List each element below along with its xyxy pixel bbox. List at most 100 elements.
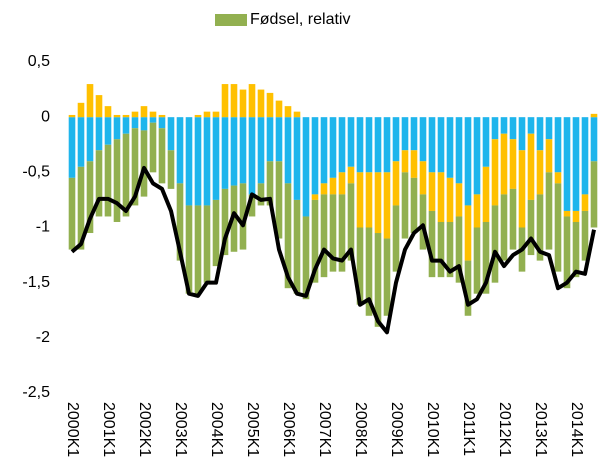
bar-segment: [158, 114, 166, 118]
bar-segment: [230, 84, 238, 118]
bar-segment: [86, 117, 94, 162]
bar-segment: [140, 117, 148, 131]
x-tick-label: 2000K1: [64, 402, 81, 457]
bar-segment: [482, 117, 490, 167]
bar-segment: [482, 221, 490, 294]
bar-segment: [257, 117, 265, 184]
bar-segment: [140, 106, 148, 118]
x-tick-label: 2013K1: [532, 402, 549, 457]
bar-segment: [581, 194, 589, 211]
bar-segment: [311, 117, 319, 195]
bar-segment: [446, 177, 454, 222]
bar-segment: [239, 89, 247, 118]
bar-segment: [536, 194, 544, 261]
bar-segment: [491, 117, 499, 140]
bar-segment: [284, 183, 292, 289]
bar-segment: [383, 172, 391, 239]
x-tick-label: 2005K1: [244, 402, 261, 457]
bar-segment: [131, 128, 139, 206]
bar-segment: [554, 183, 562, 272]
bar-segment: [437, 117, 445, 173]
bar-segment: [212, 111, 220, 118]
bar-segment: [203, 111, 211, 118]
bar-segment: [428, 210, 436, 278]
bar-segment: [401, 150, 409, 173]
bar-segment: [95, 95, 103, 118]
bar-segment: [221, 188, 229, 256]
bar-segment: [401, 117, 409, 151]
bar-segment: [491, 139, 499, 206]
y-tick-label: 0: [41, 108, 50, 125]
bar-segment: [311, 194, 319, 200]
bar-segment: [554, 117, 562, 173]
bar-segment: [329, 194, 337, 272]
bar-segment: [473, 117, 481, 195]
bar-segment: [185, 205, 193, 294]
bar-segment: [410, 177, 418, 234]
bar-segment: [194, 117, 202, 206]
bar-segment: [104, 117, 112, 145]
bar-segment: [302, 117, 310, 217]
bar-segment: [122, 114, 130, 118]
bar-segment: [356, 117, 364, 173]
bar-segment: [95, 117, 103, 151]
bar-segment: [104, 144, 112, 217]
bar-segment: [284, 117, 292, 184]
bar-segment: [248, 117, 256, 195]
bar-segment: [329, 177, 337, 195]
bar-segment: [572, 221, 580, 278]
x-tick-label: 2011K1: [460, 402, 477, 456]
bar-segment: [590, 113, 598, 118]
bar-segment: [212, 117, 220, 200]
bar-segment: [266, 92, 274, 118]
bar-segment: [383, 238, 391, 316]
bar-segment: [563, 117, 571, 211]
bar-segment: [275, 161, 283, 239]
bar-segment: [347, 166, 355, 184]
x-tick-label: 2003K1: [172, 402, 189, 457]
bar-segment: [239, 117, 247, 184]
bar-segment: [401, 172, 409, 239]
bar-segment: [311, 199, 319, 283]
bar-segment: [437, 172, 445, 222]
bar-segment: [167, 150, 175, 189]
bar-segment: [248, 194, 256, 217]
bar-segment: [527, 199, 535, 256]
bar-segment: [545, 117, 553, 140]
x-tick-label: 2009K1: [388, 402, 405, 457]
bar-segment: [77, 117, 85, 167]
bar-segment: [131, 117, 139, 129]
bar-segment: [500, 117, 508, 134]
bar-segment: [464, 117, 472, 206]
bar-segment: [518, 117, 526, 151]
bar-segment: [122, 117, 130, 134]
bar-segment: [293, 199, 301, 294]
bar-segment: [203, 205, 211, 283]
x-tick-label: 2014K1: [568, 402, 585, 457]
x-tick-label: 2001K1: [100, 402, 117, 457]
bar-segment: [320, 117, 328, 184]
bar-segment: [482, 166, 490, 222]
bar-segment: [257, 183, 265, 206]
bar-segment: [527, 117, 535, 134]
bar-segment: [230, 117, 238, 186]
bar-segment: [509, 117, 517, 140]
bar-segment: [275, 100, 283, 118]
bar-segment: [113, 139, 121, 222]
bar-segment: [257, 89, 265, 118]
bar-segment: [158, 117, 166, 129]
x-tick-label: 2007K1: [316, 402, 333, 457]
bar-segment: [464, 205, 472, 261]
bar-segment: [473, 227, 481, 294]
bar-segment: [545, 172, 553, 250]
bar-segment: [581, 210, 589, 261]
y-tick-label: 0,5: [28, 53, 50, 70]
bar-segment: [581, 117, 589, 195]
bar-segment: [518, 150, 526, 228]
bar-segment: [572, 117, 580, 211]
bar-segment: [419, 161, 427, 195]
bar-segment: [284, 106, 292, 118]
bar-segment: [392, 205, 400, 272]
bar-segment: [86, 84, 94, 118]
bar-segment: [203, 117, 211, 206]
